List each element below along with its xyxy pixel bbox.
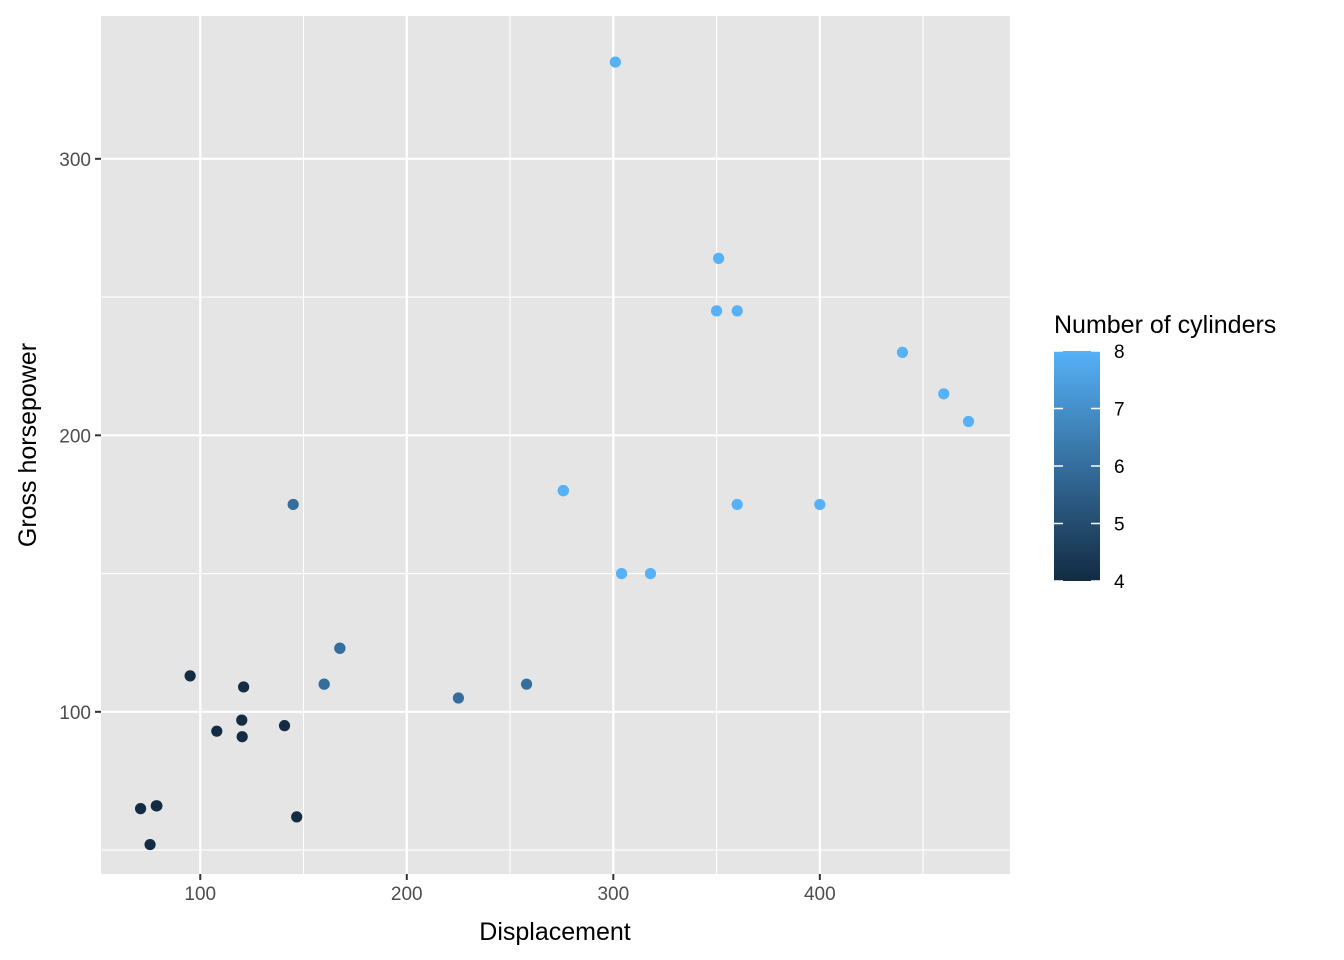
y-axis-title: Gross horsepower (14, 343, 42, 547)
data-point (520, 678, 533, 690)
x-tick-label: 100 (184, 884, 216, 905)
data-point (238, 681, 250, 693)
data-point (278, 720, 291, 732)
data-point (211, 725, 223, 737)
colorbar-label: 6 (1114, 457, 1125, 478)
data-point (896, 346, 909, 358)
y-tick-label: 100 (59, 703, 91, 724)
y-tick-label: 200 (59, 426, 91, 447)
y-tick-label: 300 (59, 150, 91, 171)
data-point (236, 731, 248, 743)
axes: 100 200 300 400 100 200 300 (59, 150, 835, 905)
plot-panel (101, 16, 1010, 874)
x-tick-label: 300 (597, 884, 629, 905)
x-tick-label: 400 (804, 884, 836, 905)
data-point (814, 498, 826, 511)
data-point (731, 498, 743, 511)
data-point (710, 305, 723, 317)
data-point (731, 305, 743, 317)
colorbar-ticks: 4 5 6 7 8 (1054, 342, 1125, 593)
colorbar-label: 8 (1114, 342, 1125, 363)
data-point (452, 692, 465, 704)
data-point (938, 388, 950, 400)
legend-title: Number of cylinders (1054, 311, 1276, 339)
data-point (615, 567, 628, 580)
colorbar-label: 7 (1114, 400, 1125, 421)
data-point (151, 800, 163, 812)
data-point (184, 670, 196, 682)
colorbar-label: 5 (1114, 515, 1125, 536)
data-point (962, 415, 975, 428)
data-point (287, 498, 299, 511)
x-axis-title: Displacement (479, 918, 631, 946)
data-points (134, 56, 975, 851)
data-point (609, 56, 621, 68)
data-point (236, 714, 248, 726)
major-gridlines (101, 16, 1010, 874)
data-point (644, 567, 657, 580)
data-point (134, 803, 147, 815)
colorbar-label: 4 (1114, 572, 1125, 593)
data-point (144, 838, 156, 851)
data-point (334, 642, 346, 654)
data-point (557, 485, 569, 497)
x-tick-label: 200 (391, 884, 423, 905)
data-point (713, 252, 725, 264)
data-point (291, 811, 303, 823)
colorbar-legend: Number of cylinders 4 5 6 7 8 (1054, 311, 1276, 593)
data-point (318, 678, 330, 690)
